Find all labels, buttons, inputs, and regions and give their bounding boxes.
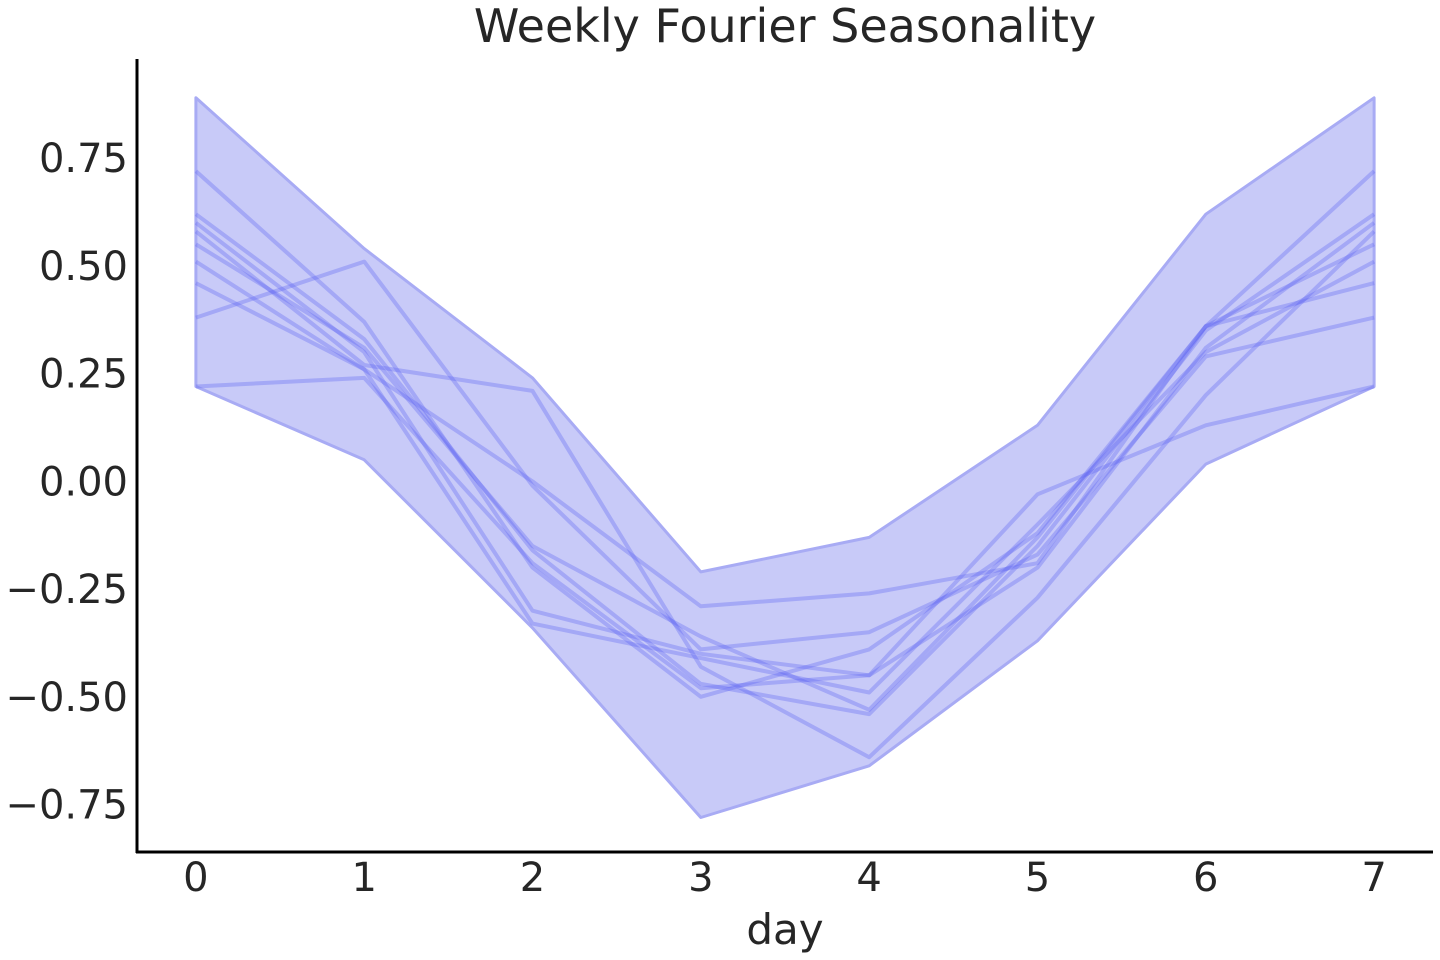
- x-tick-label: 6: [1193, 855, 1218, 901]
- x-tick-label: 0: [183, 855, 208, 901]
- x-tick-label: 3: [688, 855, 713, 901]
- x-axis-label: day: [746, 905, 823, 954]
- series-line-1: [194, 169, 1376, 699]
- y-tick-label: 0.75: [39, 136, 128, 182]
- x-tick-label: 1: [351, 855, 376, 901]
- series-line-9: [195, 375, 1375, 691]
- x-tick-label: 2: [520, 855, 545, 901]
- chart-title: Weekly Fourier Seasonality: [474, 0, 1096, 53]
- y-tick-label: −0.75: [5, 783, 128, 829]
- series-line-2: [194, 212, 1376, 717]
- y-axis-ticks: 0.75 0.50 0.25 0.00 −0.25 −0.50 −0.75: [5, 136, 128, 828]
- series-line-4: [194, 229, 1376, 760]
- x-tick-label: 7: [1361, 855, 1386, 901]
- series-line-6: [194, 259, 1376, 695]
- y-tick-label: 0.50: [39, 244, 128, 290]
- x-tick-label: 5: [1025, 855, 1050, 901]
- y-tick-label: −0.50: [5, 675, 128, 721]
- uncertainty-band: [194, 96, 1376, 819]
- series-line-8: [195, 259, 1375, 652]
- series-line-3: [194, 221, 1376, 678]
- series-line-5: [194, 242, 1375, 712]
- series-line-7: [194, 281, 1375, 609]
- x-axis-ticks: 0 1 2 3 4 5 6 7: [183, 855, 1387, 901]
- y-tick-label: −0.25: [5, 567, 128, 613]
- y-tick-label: 0.00: [39, 459, 128, 505]
- plot-area: [194, 96, 1376, 819]
- x-tick-label: 4: [856, 855, 881, 901]
- y-tick-label: 0.25: [39, 352, 128, 398]
